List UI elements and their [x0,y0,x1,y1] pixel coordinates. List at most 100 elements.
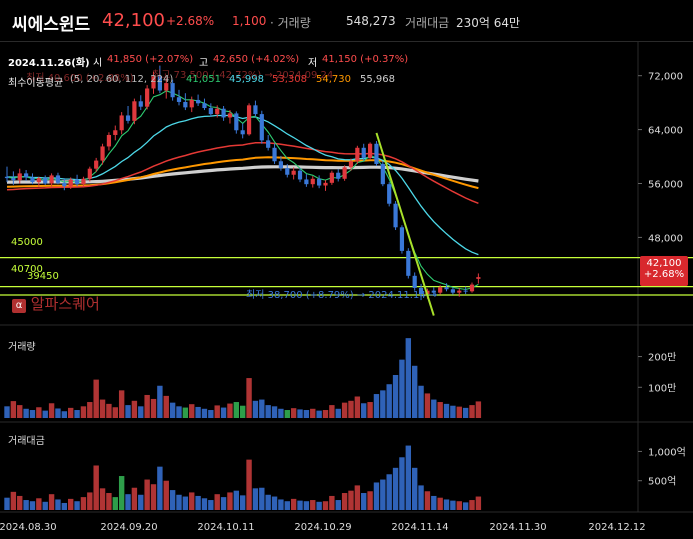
high-label: 고 [199,58,209,69]
candle-body [81,178,86,185]
amount-bar [42,501,48,510]
level-39450-label: 39450 [27,271,59,282]
amount-bar [411,467,418,510]
candle-body [367,143,373,158]
level-45000-label: 45000 [11,237,43,248]
volume-bar [55,408,61,418]
date-tick-label: 2024.08.30 [0,522,57,533]
amount-bar [450,500,456,510]
amount-bar [138,494,144,510]
candle-body [374,143,379,164]
high-value: 42,650 (+4.02%) [213,54,300,65]
volume-bar [367,402,373,418]
candle-body [234,113,239,131]
amount-bar [74,501,80,510]
volume-bar [290,408,297,418]
candle-body [11,178,16,181]
volume-bar [23,408,29,418]
stock-name[interactable]: 씨에스윈드 [12,15,91,35]
candle-body [202,103,207,109]
volume-bar [418,385,424,418]
amount-bar [201,498,208,510]
volume-bar [278,408,284,418]
date-tick-label: 2024.11.30 [489,522,546,533]
amount-bar [99,488,106,510]
volume-bar [10,401,17,418]
price-pane [0,65,693,316]
volume-bar [475,401,482,418]
volume-bar [265,405,271,418]
ma20-value: 45,998 [229,74,264,85]
volume-bar [329,405,335,418]
amount-bar [48,494,55,510]
volume-bar [106,403,112,418]
volume-bar [361,403,367,418]
candle-body [157,76,162,91]
volume-bar [208,410,214,418]
amount-bar [386,474,392,510]
amount-bar [80,497,87,510]
amount-bar [106,493,112,510]
stock-header: 씨에스윈드 42,100 +2.68% 1,100 · 거래량 548,273 … [0,0,693,42]
candle-body [438,287,443,293]
candle-body [278,161,284,169]
candle-body [431,290,436,293]
volume-bar [303,410,310,418]
volume-pane [4,338,482,418]
trend-line [375,132,435,316]
amount-bar [361,493,367,510]
volume-label: · 거래량 [270,16,311,30]
price-tick-label: 48,000 [648,233,683,244]
volume-value: 548,273 [346,14,396,28]
chart-grid [0,42,693,513]
amount-bar [233,490,240,510]
candle-body [145,88,150,107]
date-tick-label: 2024.10.29 [294,522,351,533]
amount-bar [189,492,195,510]
volume-bar [297,409,303,418]
volume-bar [4,406,10,418]
volume-bar [131,400,138,418]
candle-body [24,173,29,178]
candle-body [450,289,455,293]
candle-body [132,101,137,121]
candle-body [62,182,67,187]
header-divider [0,41,693,42]
volume-bar [150,398,157,418]
candle-body [304,179,309,185]
volume-bar [157,385,163,418]
amount-bar [36,498,42,510]
amount-bar [131,487,138,510]
ma112-value: 54,730 [316,74,351,85]
amount-bar [93,465,99,510]
volume-bar [36,407,42,418]
candle-body [240,130,245,135]
volume-bar [322,410,329,418]
candle-body [476,277,481,279]
amount-bar [220,497,227,510]
amount-bar [157,466,163,510]
volume-bar [29,410,36,418]
candle-body [119,115,124,131]
volume-bar [80,406,87,418]
candle-body [444,287,449,290]
candle-body [74,179,80,185]
axes: 48,000 56,000 64,000 72,000 100만 200만 500억 1,00… [0,72,686,533]
amount-bar [271,496,278,510]
candle-body [176,97,182,102]
amount-bar [367,491,373,510]
candle-body [336,172,341,179]
candle-body [387,184,392,204]
candle-body [463,290,468,292]
amount-bar [316,501,322,510]
amount-pane [4,445,482,510]
volume-bar [233,402,240,418]
candle-body [393,203,398,228]
ma-label: 최수이동평균 [8,78,64,89]
candle-body [253,105,258,115]
volume-bar [48,403,55,418]
volume-bar [239,405,246,418]
amount-bar [227,492,233,510]
low-label: 저 [308,58,318,69]
